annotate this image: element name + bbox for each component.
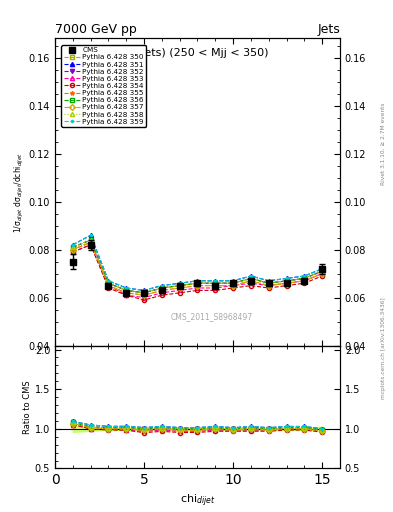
Text: Jets: Jets [317,23,340,36]
Text: 7000 GeV pp: 7000 GeV pp [55,23,137,36]
Text: CMS_2011_S8968497: CMS_2011_S8968497 [171,312,253,321]
Legend: CMS, Pythia 6.428 350, Pythia 6.428 351, Pythia 6.428 352, Pythia 6.428 353, Pyt: CMS, Pythia 6.428 350, Pythia 6.428 351,… [61,45,146,127]
X-axis label: chi$_{dijet}$: chi$_{dijet}$ [180,493,215,509]
Text: χ (jets) (250 < Mjj < 350): χ (jets) (250 < Mjj < 350) [127,48,268,58]
Text: Rivet 3.1.10, ≥ 2.7M events: Rivet 3.1.10, ≥ 2.7M events [381,102,386,185]
Y-axis label: 1/σ$_{dijet}$ dσ$_{dijet}$/dchi$_{dijet}$: 1/σ$_{dijet}$ dσ$_{dijet}$/dchi$_{dijet}… [13,152,26,232]
Y-axis label: Ratio to CMS: Ratio to CMS [23,380,32,434]
Text: mcplots.cern.ch [arXiv:1306.3436]: mcplots.cern.ch [arXiv:1306.3436] [381,297,386,399]
